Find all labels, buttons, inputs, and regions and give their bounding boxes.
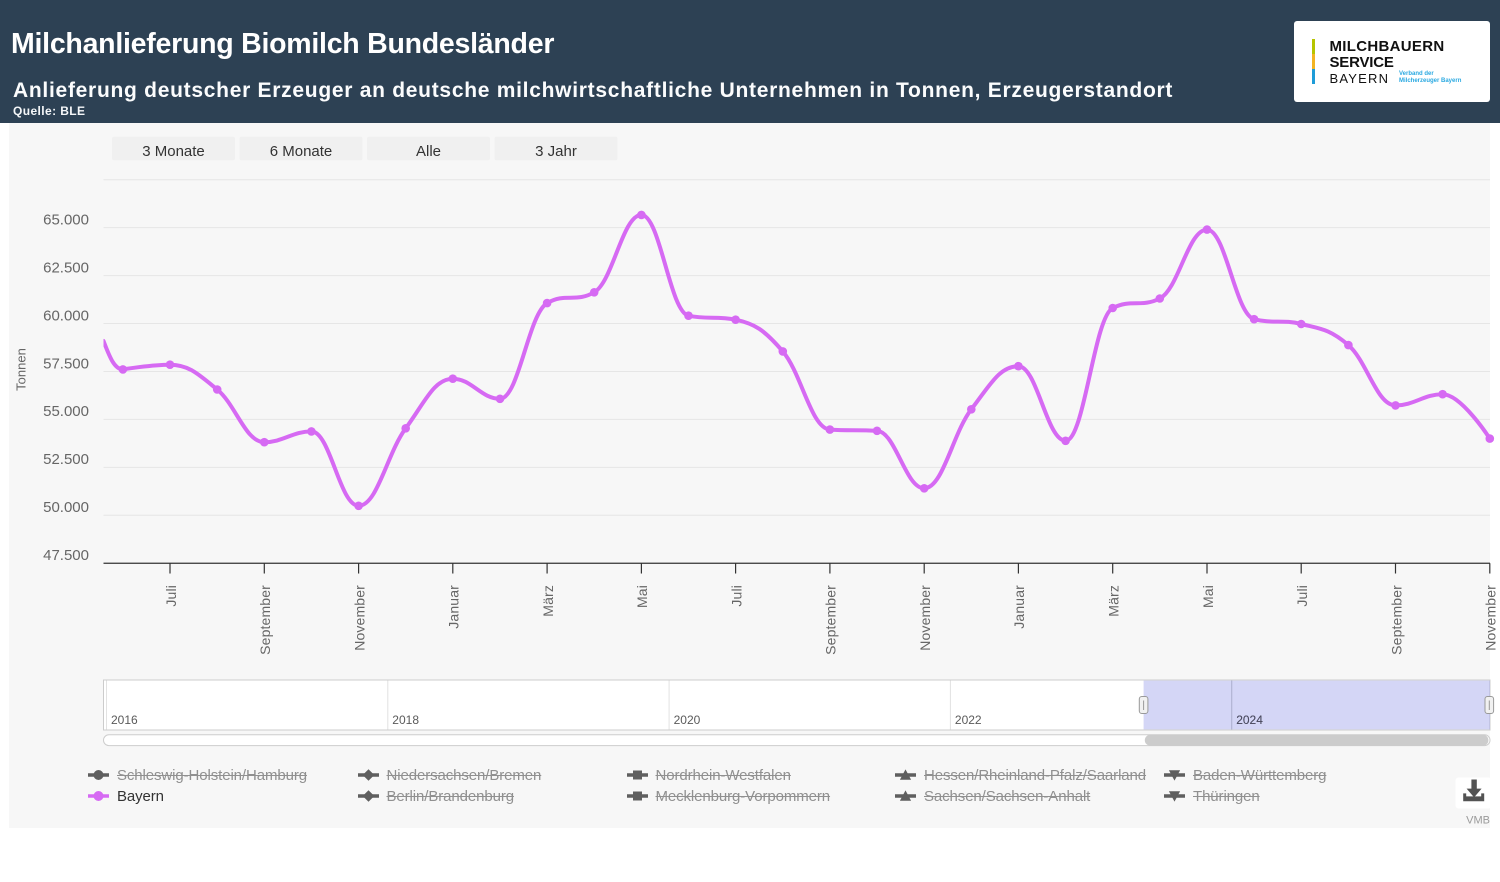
svg-text:62.500: 62.500 xyxy=(43,259,89,276)
svg-text:2018: 2018 xyxy=(392,713,419,727)
svg-text:50.000: 50.000 xyxy=(43,499,89,516)
svg-text:VMB: VMB xyxy=(1466,815,1490,827)
svg-text:57.500: 57.500 xyxy=(43,355,89,372)
svg-text:47.500: 47.500 xyxy=(43,547,89,564)
svg-text:Alle: Alle xyxy=(416,143,441,160)
svg-text:Mai: Mai xyxy=(1200,585,1216,608)
svg-text:2024: 2024 xyxy=(1236,713,1263,727)
svg-text:September: September xyxy=(1388,585,1404,655)
svg-text:6 Monate: 6 Monate xyxy=(270,143,333,160)
svg-text:September: September xyxy=(823,585,839,655)
svg-text:März: März xyxy=(540,585,556,617)
svg-text:3 Monate: 3 Monate xyxy=(142,143,205,160)
svg-text:Tonnen: Tonnen xyxy=(14,348,29,391)
svg-text:65.000: 65.000 xyxy=(43,211,89,228)
svg-text:Mai: Mai xyxy=(634,585,650,608)
svg-text:2024: 2024 xyxy=(1236,713,1263,727)
svg-text:September: September xyxy=(257,585,273,655)
svg-text:Juli: Juli xyxy=(728,585,744,607)
svg-text:November: November xyxy=(917,585,933,651)
svg-text:52.500: 52.500 xyxy=(43,451,89,468)
svg-text:November: November xyxy=(1483,585,1499,651)
svg-text:März: März xyxy=(1106,585,1122,617)
svg-text:55.000: 55.000 xyxy=(43,403,89,420)
svg-text:2016: 2016 xyxy=(111,713,138,727)
svg-text:Januar: Januar xyxy=(1011,585,1027,629)
svg-text:60.000: 60.000 xyxy=(43,307,89,324)
svg-text:Januar: Januar xyxy=(446,585,462,629)
svg-text:2020: 2020 xyxy=(674,713,701,727)
svg-text:November: November xyxy=(351,585,367,651)
svg-text:Juli: Juli xyxy=(1294,585,1310,607)
svg-text:2022: 2022 xyxy=(955,713,982,727)
svg-text:3 Jahr: 3 Jahr xyxy=(535,143,577,160)
svg-text:Juli: Juli xyxy=(163,585,179,607)
